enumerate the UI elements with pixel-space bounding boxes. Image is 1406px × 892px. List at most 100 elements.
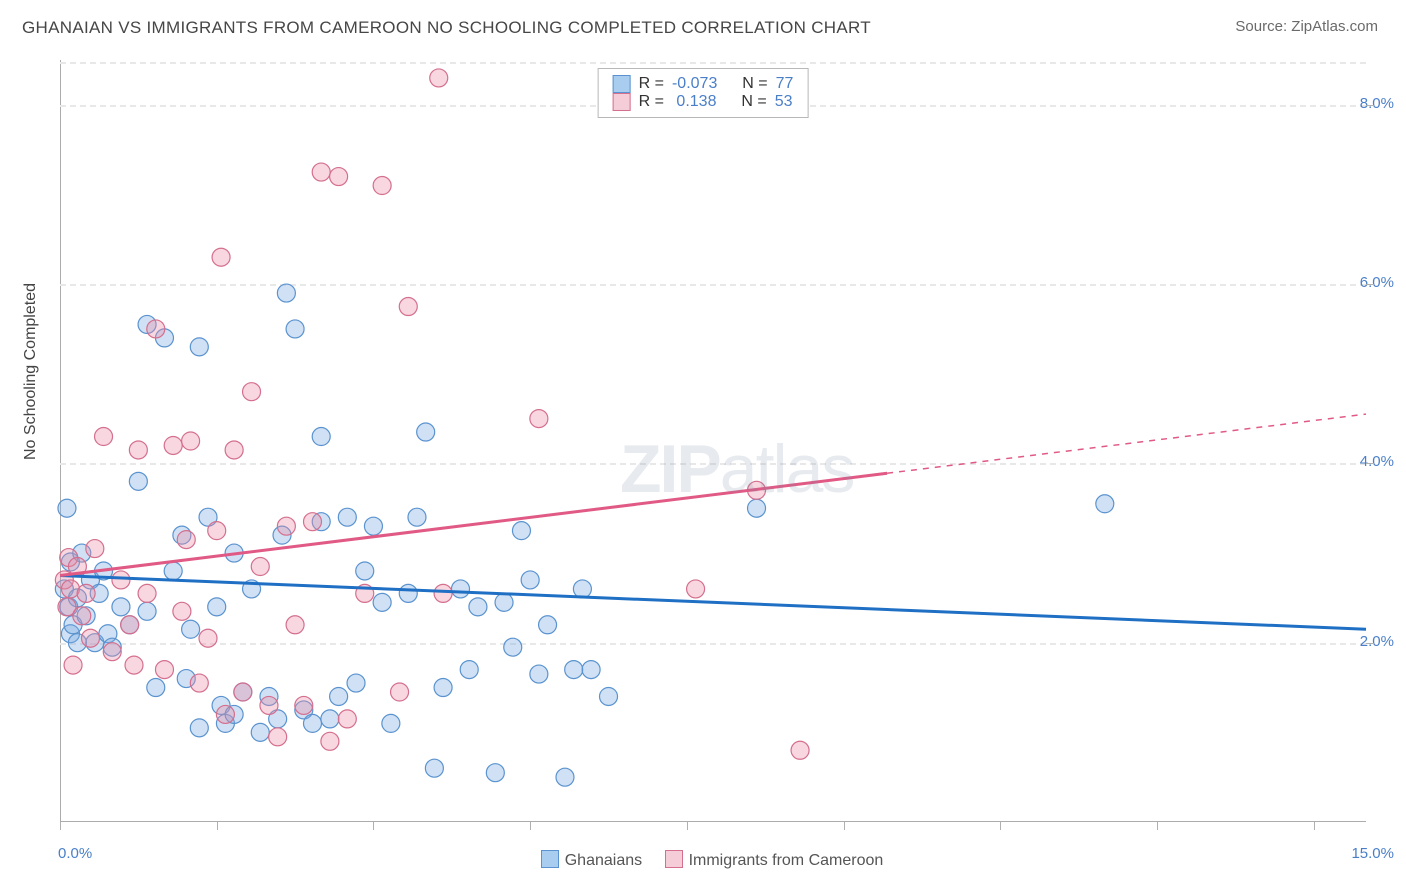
scatter-point (286, 320, 304, 338)
scatter-point (234, 683, 252, 701)
scatter-point (504, 638, 522, 656)
scatter-point (182, 620, 200, 638)
y-axis-label: No Schooling Completed (22, 283, 40, 460)
scatter-point (321, 710, 339, 728)
scatter-point (155, 661, 173, 679)
n-label: N = (741, 93, 766, 111)
scatter-point (399, 298, 417, 316)
scatter-point (177, 531, 195, 549)
scatter-point (73, 607, 91, 625)
legend: Ghanaians Immigrants from Cameroon (0, 850, 1406, 870)
legend-swatch-1 (541, 850, 559, 868)
scatter-point (77, 584, 95, 602)
legend-label-1: Ghanaians (565, 852, 642, 869)
stats-swatch-1 (613, 75, 631, 93)
scatter-point (425, 759, 443, 777)
x-tick-max: 15.0% (1351, 845, 1394, 862)
source-attribution: Source: ZipAtlas.com (1235, 18, 1378, 35)
scatter-point (303, 513, 321, 531)
scatter-point (277, 284, 295, 302)
scatter-point (208, 522, 226, 540)
scatter-point (182, 432, 200, 450)
scatter-point (1096, 495, 1114, 513)
scatter-point (112, 571, 130, 589)
scatter-point (417, 423, 435, 441)
scatter-point (147, 320, 165, 338)
source-link[interactable]: ZipAtlas.com (1291, 18, 1378, 35)
scatter-point (356, 562, 374, 580)
legend-label-2: Immigrants from Cameroon (689, 852, 884, 869)
scatter-point (373, 593, 391, 611)
scatter-point (269, 728, 287, 746)
scatter-point (469, 598, 487, 616)
scatter-point (321, 732, 339, 750)
scatter-point (190, 719, 208, 737)
scatter-point (486, 764, 504, 782)
legend-swatch-2 (665, 850, 683, 868)
stats-swatch-2 (613, 93, 631, 111)
scatter-point (338, 508, 356, 526)
scatter-point (212, 248, 230, 266)
scatter-point (164, 562, 182, 580)
scatter-point (434, 679, 452, 697)
scatter-point (748, 499, 766, 517)
n-value-2: 53 (775, 93, 793, 111)
scatter-point (112, 598, 130, 616)
scatter-plot (60, 60, 1366, 822)
scatter-point (452, 580, 470, 598)
n-label: N = (742, 75, 767, 93)
scatter-point (521, 571, 539, 589)
stats-row-2: R = 0.138 N = 53 (613, 93, 794, 111)
scatter-point (243, 383, 261, 401)
trendline-solid (60, 575, 1366, 629)
scatter-point (430, 69, 448, 87)
r-label: R = (639, 75, 664, 93)
r-value-2: 0.138 (672, 93, 717, 111)
scatter-point (251, 558, 269, 576)
scatter-point (539, 616, 557, 634)
scatter-point (129, 472, 147, 490)
scatter-point (173, 602, 191, 620)
scatter-point (408, 508, 426, 526)
scatter-point (565, 661, 583, 679)
scatter-point (434, 584, 452, 602)
scatter-point (129, 441, 147, 459)
scatter-point (495, 593, 513, 611)
scatter-point (600, 687, 618, 705)
scatter-point (147, 679, 165, 697)
scatter-point (312, 428, 330, 446)
scatter-point (347, 674, 365, 692)
scatter-point (95, 428, 113, 446)
scatter-point (251, 723, 269, 741)
trendline-dashed (887, 414, 1366, 473)
scatter-point (121, 616, 139, 634)
scatter-point (330, 687, 348, 705)
stats-row-1: R = -0.073 N = 77 (613, 75, 794, 93)
scatter-point (81, 629, 99, 647)
source-prefix: Source: (1235, 18, 1291, 35)
scatter-point (199, 629, 217, 647)
scatter-point (303, 714, 321, 732)
scatter-point (330, 168, 348, 186)
scatter-point (277, 517, 295, 535)
scatter-point (190, 674, 208, 692)
scatter-point (556, 768, 574, 786)
chart-title: GHANAIAN VS IMMIGRANTS FROM CAMEROON NO … (22, 18, 871, 38)
scatter-point (208, 598, 226, 616)
scatter-point (582, 661, 600, 679)
chart-container: GHANAIAN VS IMMIGRANTS FROM CAMEROON NO … (0, 0, 1406, 892)
x-tick-min: 0.0% (58, 845, 92, 862)
scatter-point (138, 584, 156, 602)
scatter-point (460, 661, 478, 679)
scatter-point (295, 696, 313, 714)
scatter-point (364, 517, 382, 535)
scatter-point (286, 616, 304, 634)
scatter-point (58, 499, 76, 517)
correlation-stats-box: R = -0.073 N = 77 R = 0.138 N = 53 (598, 68, 809, 118)
scatter-point (791, 741, 809, 759)
scatter-point (216, 705, 234, 723)
scatter-point (573, 580, 591, 598)
r-value-1: -0.073 (672, 75, 717, 93)
scatter-point (530, 410, 548, 428)
scatter-point (86, 540, 104, 558)
